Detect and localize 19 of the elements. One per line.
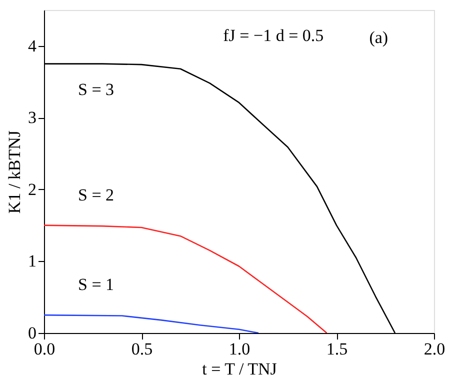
series-label: S = 3: [78, 80, 114, 99]
y-tick-label: 3: [28, 108, 36, 128]
y-tick-label: 0: [28, 324, 36, 342]
annotation: fJ = −1 d = 0.5: [223, 26, 324, 45]
x-tick-label: 1.0: [228, 340, 250, 358]
y-tick-label: 1: [28, 252, 36, 271]
line-series: [44, 224, 328, 333]
x-tick-label: 2.0: [424, 340, 446, 358]
x-tick-label: 1.5: [326, 340, 348, 358]
line-series: [44, 314, 260, 333]
annotation: (a): [369, 28, 388, 47]
y-axis-title: K1 / kBTNJ: [5, 130, 24, 214]
x-axis-title: t = T / TNJ: [202, 360, 278, 378]
series-label: S = 2: [78, 185, 114, 204]
series-label: S = 1: [78, 275, 114, 294]
y-tick-label: 2: [28, 180, 36, 199]
y-tick-label: 4: [28, 36, 37, 56]
x-tick-label: 0.0: [34, 340, 56, 358]
x-tick-label: 0.5: [131, 340, 153, 358]
